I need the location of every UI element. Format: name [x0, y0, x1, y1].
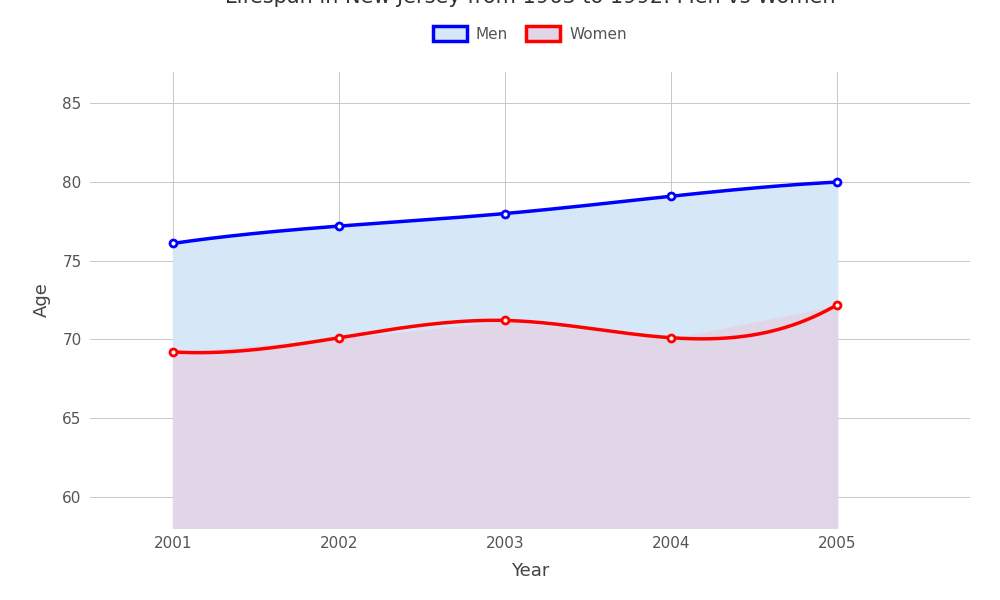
X-axis label: Year: Year	[511, 562, 549, 580]
Title: Lifespan in New Jersey from 1963 to 1992: Men vs Women: Lifespan in New Jersey from 1963 to 1992…	[225, 0, 835, 7]
Y-axis label: Age: Age	[33, 283, 51, 317]
Legend: Men, Women: Men, Women	[427, 20, 633, 48]
